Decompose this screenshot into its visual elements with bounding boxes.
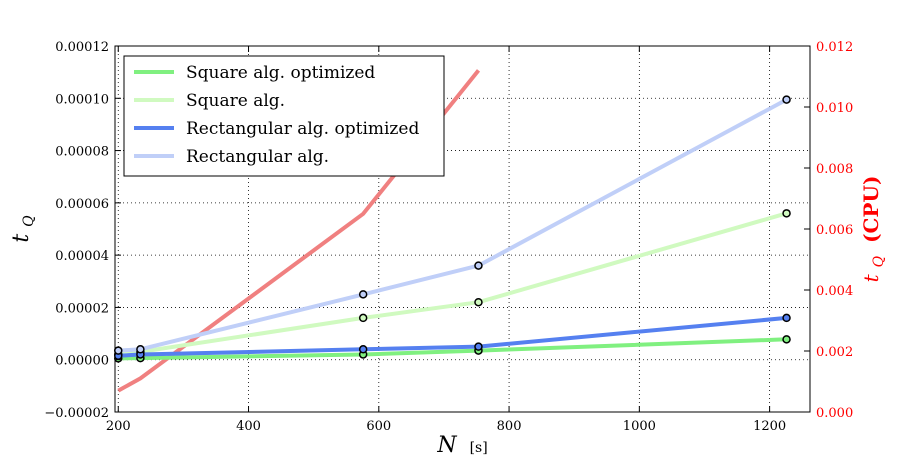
- y-right-tick-label: 0.004: [816, 284, 853, 299]
- data-point: [782, 335, 791, 344]
- legend-label: Square alg. optimized: [186, 63, 375, 83]
- data-point: [782, 95, 791, 104]
- x-axis-label-main: N: [436, 433, 457, 458]
- legend-label: Square alg.: [186, 91, 285, 111]
- legend-label: Rectangular alg. optimized: [186, 119, 419, 139]
- y-tick-label: 0.00002: [55, 301, 109, 316]
- data-point: [114, 346, 123, 355]
- x-tick-label: 600: [366, 419, 391, 434]
- data-point: [474, 342, 483, 351]
- y-axis-right-label-suffix: (CPU): [859, 176, 883, 243]
- y-right-tick-label: 0.002: [816, 345, 853, 360]
- y-tick-label: 0.00010: [55, 92, 109, 107]
- x-tick-label: 200: [106, 419, 131, 434]
- y-right-tick-label: 0.010: [816, 101, 853, 116]
- y-right-tick-label: 0.000: [816, 406, 853, 421]
- legend-box: [123, 55, 445, 177]
- y-axis-right-label-main: t: [859, 273, 883, 282]
- y-right-tick-label: 0.006: [816, 223, 853, 238]
- y-tick-label: 0.00004: [55, 249, 109, 264]
- x-tick-label: 800: [497, 419, 522, 434]
- legend-label: Rectangular alg.: [186, 147, 329, 167]
- data-point: [136, 345, 145, 354]
- data-point: [782, 209, 791, 218]
- x-tick-label: 400: [236, 419, 261, 434]
- data-point: [358, 290, 368, 299]
- y-axis-label-main: t: [9, 234, 34, 243]
- data-point: [474, 261, 483, 270]
- x-axis-label-unit: [s]: [470, 440, 488, 456]
- y-tick-label: 0.00006: [55, 197, 109, 212]
- x-axis-label: N [s]: [436, 433, 487, 458]
- y-tick-label: 0.00008: [55, 145, 109, 160]
- x-tick-label: 1200: [753, 419, 786, 434]
- y-right-tick-label: 0.012: [816, 40, 853, 55]
- y-axis-right-label: t Q (CPU): [859, 176, 888, 283]
- ticks: 200 400 600 800 1000 1200 −0.00002 0.00000 0.000…: [44, 40, 853, 434]
- data-point: [358, 345, 368, 354]
- x-tick-label: 1000: [623, 419, 656, 434]
- series-line-2: [118, 211, 788, 357]
- y-right-tick-label: 0.008: [816, 162, 853, 177]
- data-markers: [114, 95, 791, 363]
- y-axis-right-label-sub: Q: [871, 255, 887, 267]
- data-point: [782, 313, 791, 323]
- y-tick-label: 0.00012: [55, 40, 109, 55]
- y-axis-label: t Q: [9, 215, 37, 243]
- y-tick-label: −0.00002: [44, 406, 109, 421]
- y-tick-label: 0.00000: [55, 354, 109, 369]
- y-axis-label-sub: Q: [21, 215, 37, 227]
- data-point: [358, 313, 368, 323]
- legend: Square alg. optimized Square alg. Rectangu…: [123, 55, 445, 177]
- data-point: [474, 297, 483, 307]
